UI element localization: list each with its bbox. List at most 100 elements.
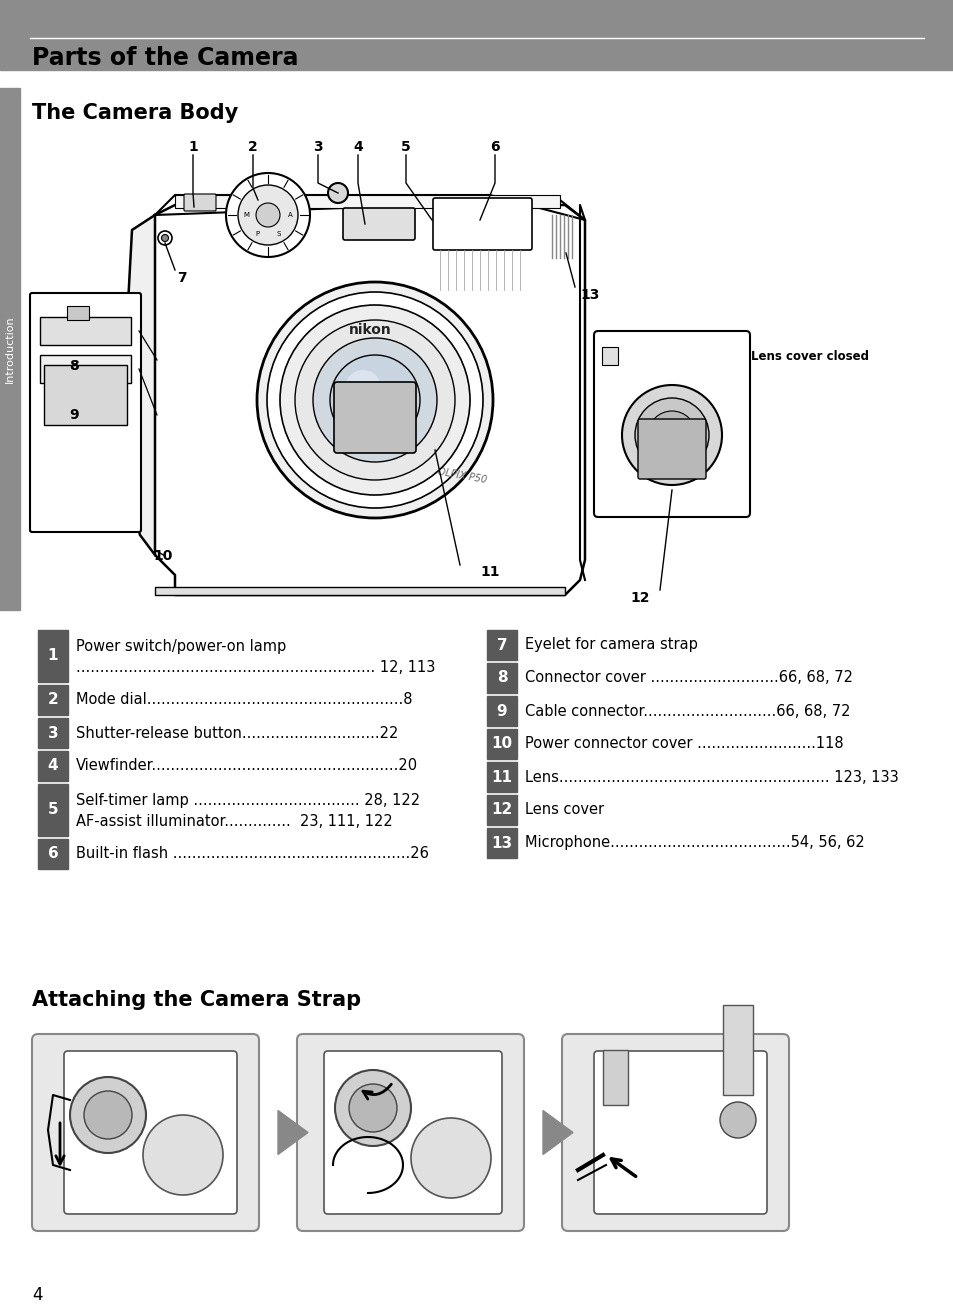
Bar — [154, 587, 564, 595]
FancyBboxPatch shape — [594, 1051, 766, 1214]
Circle shape — [330, 355, 419, 445]
Text: Lens cover closed: Lens cover closed — [750, 351, 868, 364]
Text: 1: 1 — [188, 141, 197, 154]
Text: Self-timer lamp ................................... 28, 122: Self-timer lamp ........................… — [76, 794, 419, 808]
FancyBboxPatch shape — [334, 382, 416, 453]
Circle shape — [621, 385, 721, 485]
Text: Power switch/power-on lamp: Power switch/power-on lamp — [76, 640, 286, 654]
Circle shape — [345, 371, 380, 406]
Text: Mode dial......................................................8: Mode dial...............................… — [76, 692, 412, 707]
Bar — [38, 717, 68, 748]
Polygon shape — [125, 215, 154, 555]
FancyBboxPatch shape — [433, 198, 532, 250]
Text: A: A — [287, 212, 292, 218]
FancyBboxPatch shape — [561, 1034, 788, 1231]
Circle shape — [411, 1118, 491, 1198]
Circle shape — [143, 1116, 223, 1194]
Text: nikon: nikon — [348, 323, 391, 336]
Circle shape — [647, 411, 696, 459]
Circle shape — [349, 1084, 396, 1131]
Text: Built-in flash ..................................................26: Built-in flash .........................… — [76, 846, 429, 862]
Text: 7: 7 — [177, 271, 187, 285]
Text: 2: 2 — [248, 141, 257, 154]
Text: 3: 3 — [313, 141, 322, 154]
Text: Power connector cover .........................118: Power connector cover ..................… — [524, 737, 842, 752]
FancyBboxPatch shape — [32, 1034, 258, 1231]
Text: Microphone......................................54, 56, 62: Microphone..............................… — [524, 836, 863, 850]
Text: Eyelet for camera strap: Eyelet for camera strap — [524, 637, 698, 653]
Text: 9: 9 — [497, 703, 507, 719]
Bar — [40, 355, 131, 382]
Text: 7: 7 — [497, 637, 507, 653]
FancyBboxPatch shape — [638, 419, 705, 480]
Text: 2: 2 — [48, 692, 58, 707]
Bar — [486, 828, 517, 858]
Text: 5: 5 — [400, 141, 411, 154]
FancyBboxPatch shape — [343, 208, 415, 240]
Polygon shape — [542, 1110, 573, 1155]
Text: P: P — [254, 231, 259, 237]
Bar — [40, 317, 131, 346]
Circle shape — [237, 185, 297, 244]
Bar — [38, 752, 68, 781]
FancyBboxPatch shape — [324, 1051, 501, 1214]
Text: 9: 9 — [70, 409, 79, 422]
Text: The Camera Body: The Camera Body — [32, 102, 238, 124]
Text: 13: 13 — [491, 836, 512, 850]
Text: OLPIX: OLPIX — [310, 465, 342, 474]
Bar — [67, 306, 89, 321]
Bar — [0, 0, 953, 70]
Polygon shape — [277, 1110, 308, 1155]
Text: 8: 8 — [497, 670, 507, 686]
FancyBboxPatch shape — [184, 194, 215, 212]
Text: 4: 4 — [48, 758, 58, 774]
Text: 10: 10 — [153, 549, 172, 562]
Circle shape — [70, 1077, 146, 1152]
Text: 4: 4 — [353, 141, 362, 154]
Circle shape — [267, 292, 482, 509]
Circle shape — [256, 283, 493, 518]
Text: 11: 11 — [491, 770, 512, 784]
Circle shape — [720, 1102, 755, 1138]
Bar — [486, 696, 517, 727]
Text: 5: 5 — [48, 803, 58, 817]
Text: S: S — [276, 231, 281, 237]
Text: 12: 12 — [630, 591, 649, 604]
Circle shape — [158, 231, 172, 244]
Text: COOLPIX P50: COOLPIX P50 — [422, 464, 487, 485]
Text: AF-assist illuminator..............  23, 111, 122: AF-assist illuminator.............. 23, … — [76, 815, 393, 829]
Text: Lens cover: Lens cover — [524, 803, 603, 817]
Bar — [486, 629, 517, 660]
Text: ............................................................... 12, 113: ........................................… — [76, 661, 435, 675]
Bar — [486, 762, 517, 792]
Circle shape — [635, 398, 708, 472]
FancyBboxPatch shape — [30, 293, 141, 532]
Bar — [486, 795, 517, 825]
Text: 10: 10 — [491, 737, 512, 752]
Text: 6: 6 — [48, 846, 58, 862]
FancyBboxPatch shape — [296, 1034, 523, 1231]
Text: 4: 4 — [32, 1286, 43, 1303]
Text: Connector cover ...........................66, 68, 72: Connector cover ........................… — [524, 670, 852, 686]
Bar — [486, 729, 517, 759]
Circle shape — [255, 202, 280, 227]
Circle shape — [294, 321, 455, 480]
Text: Parts of the Camera: Parts of the Camera — [32, 46, 298, 70]
Bar — [722, 1005, 752, 1095]
Text: Lens......................................................... 123, 133: Lens....................................… — [524, 770, 898, 784]
Bar — [0, 88, 20, 610]
FancyBboxPatch shape — [594, 331, 749, 516]
Circle shape — [226, 173, 310, 258]
Text: 12: 12 — [491, 803, 512, 817]
Text: 1: 1 — [48, 649, 58, 664]
Circle shape — [313, 338, 436, 463]
Bar — [38, 840, 68, 869]
Bar — [44, 365, 127, 424]
Text: Viewfinder....................................................20: Viewfinder..............................… — [76, 758, 417, 774]
Circle shape — [328, 183, 348, 202]
Text: Introduction: Introduction — [5, 315, 15, 382]
Bar — [38, 629, 68, 682]
Text: 8: 8 — [69, 359, 79, 373]
Text: M: M — [243, 212, 249, 218]
Bar — [602, 1050, 627, 1105]
